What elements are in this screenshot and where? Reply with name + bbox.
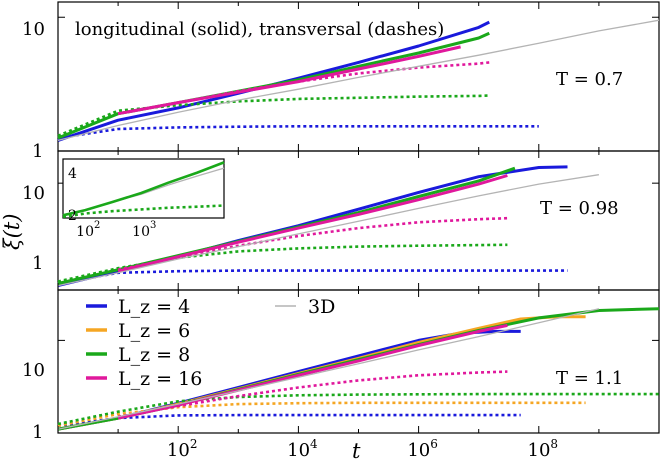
bottom-series-lz3D-longitudinal xyxy=(57,308,600,430)
inset-series-lz8-longitudinal xyxy=(62,161,225,217)
inset-series xyxy=(62,161,225,219)
bottom-panel-series xyxy=(57,307,660,431)
axis-ticks xyxy=(57,2,660,434)
legend-label-lz8: L_z = 8 xyxy=(118,344,190,366)
x-axis-label: t xyxy=(352,439,361,462)
middle-series-lz3D-longitudinal xyxy=(57,174,600,287)
inset-y-tick-4: 4 xyxy=(68,166,77,182)
top-series-lz4-transversal xyxy=(57,125,539,140)
y-axis-label: ξ(t) xyxy=(0,214,24,250)
bottom-series-lz8-transversal xyxy=(57,392,659,426)
middle-series-lz16-longitudinal xyxy=(117,174,508,273)
middle-series-lz8-transversal xyxy=(57,243,508,283)
bottom-y-tick-10: 10 xyxy=(22,360,45,381)
bottom-y-tick-1: 1 xyxy=(32,422,43,443)
legend-label-lz4: L_z = 4 xyxy=(118,296,190,318)
middle-y-tick-10: 10 xyxy=(22,183,45,204)
inset-x-tick-label-10e2: 102 xyxy=(76,220,100,240)
inset-x-tick-labels: 102 103 xyxy=(76,220,156,240)
x-tick-label-10e6: 106 xyxy=(407,437,438,461)
x-tick-label-10e2: 102 xyxy=(167,437,198,461)
x-tick-label-10e8: 108 xyxy=(528,437,559,461)
bottom-series-lz16-longitudinal xyxy=(117,323,508,420)
middle-panel-series xyxy=(57,165,600,288)
top-y-tick-1: 1 xyxy=(32,141,43,162)
top-y-tick-10: 10 xyxy=(22,19,45,40)
top-panel-series xyxy=(57,19,660,142)
bottom-series-lz16-transversal xyxy=(117,370,508,418)
middle-series-lz4-transversal xyxy=(57,269,568,285)
middle-series-lz16-transversal xyxy=(117,216,508,271)
inset-series-lz8-transversal xyxy=(62,204,225,219)
bottom-temperature-label: T = 1.1 xyxy=(556,368,623,389)
line-style-annotation: longitudinal (solid), transversal (dashe… xyxy=(75,19,444,40)
top-series-lz4-longitudinal xyxy=(57,20,490,142)
legend: L_z = 4 L_z = 6 L_z = 8 L_z = 16 3D xyxy=(86,296,335,390)
top-temperature-label: T = 0.7 xyxy=(556,69,623,90)
bottom-series-lz4-transversal xyxy=(57,413,521,427)
inset-x-tick-label-10e3: 103 xyxy=(132,220,156,240)
middle-temperature-label: T = 0.98 xyxy=(540,198,619,219)
top-series-lz16-transversal xyxy=(117,61,490,115)
middle-y-tick-1: 1 xyxy=(32,253,43,274)
legend-label-3d: 3D xyxy=(308,296,335,318)
legend-label-lz16: L_z = 16 xyxy=(118,368,202,390)
top-series-lz3D-longitudinal xyxy=(57,19,660,142)
legend-label-lz6: L_z = 6 xyxy=(118,320,190,342)
x-tick-labels: 102 104 106 108 xyxy=(167,437,558,461)
inset-y-tick-2: 2 xyxy=(68,208,77,224)
x-tick-label-10e4: 104 xyxy=(287,437,318,461)
